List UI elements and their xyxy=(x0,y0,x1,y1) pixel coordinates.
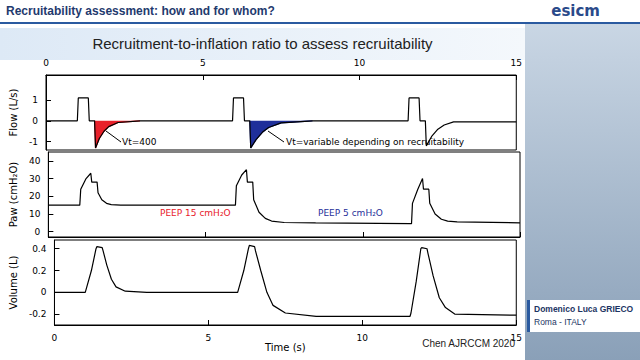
svg-text:-1: -1 xyxy=(29,137,38,147)
svg-text:0: 0 xyxy=(43,58,49,68)
svg-text:0: 0 xyxy=(41,287,47,297)
svg-text:40: 40 xyxy=(29,156,41,166)
svg-text:15: 15 xyxy=(510,332,522,343)
svg-text:5: 5 xyxy=(200,58,206,68)
svg-text:5: 5 xyxy=(206,333,212,343)
svg-text:Vt=400: Vt=400 xyxy=(122,137,157,147)
svg-text:Volume (L): Volume (L) xyxy=(8,256,19,310)
svg-text:Time (s): Time (s) xyxy=(264,342,306,353)
html-text:Recruitability assessment: how: Recruitability assessment: how and for w… xyxy=(6,4,275,18)
svg-text:-0.2: -0.2 xyxy=(29,309,47,319)
svg-text:10: 10 xyxy=(357,333,369,343)
html-text:Recruitment-to-inflation ratio: Recruitment-to-inflation ratio to assess… xyxy=(92,35,433,52)
svg-text:0.2: 0.2 xyxy=(32,266,46,276)
svg-text:0: 0 xyxy=(35,227,41,237)
svg-text:10: 10 xyxy=(29,209,41,219)
html-text:esicm: esicm xyxy=(551,2,600,20)
svg-text:PEEP 5 cmH₂O: PEEP 5 cmH₂O xyxy=(318,208,383,218)
svg-text:PEEP 15 cmH₂O: PEEP 15 cmH₂O xyxy=(160,208,231,218)
svg-text:15: 15 xyxy=(511,58,522,68)
html-text:Domenico Luca GRIECO: Domenico Luca GRIECO xyxy=(534,304,634,314)
svg-text:0: 0 xyxy=(32,116,38,126)
svg-text:0.4: 0.4 xyxy=(32,244,47,254)
svg-text:20: 20 xyxy=(29,191,41,201)
svg-text:Vt=variable depending on recru: Vt=variable depending on recruitability xyxy=(286,137,465,147)
svg-text:0: 0 xyxy=(52,333,58,343)
svg-text:Paw (cmH₂O): Paw (cmH₂O) xyxy=(8,162,19,228)
svg-text:10: 10 xyxy=(354,58,366,68)
svg-text:Flow (L/s): Flow (L/s) xyxy=(8,88,19,136)
html-text:Roma - ITALY: Roma - ITALY xyxy=(534,317,587,327)
html-text:Chen AJRCCM 2020: Chen AJRCCM 2020 xyxy=(422,338,515,349)
svg-text:30: 30 xyxy=(29,174,41,184)
svg-text:1: 1 xyxy=(32,95,38,105)
